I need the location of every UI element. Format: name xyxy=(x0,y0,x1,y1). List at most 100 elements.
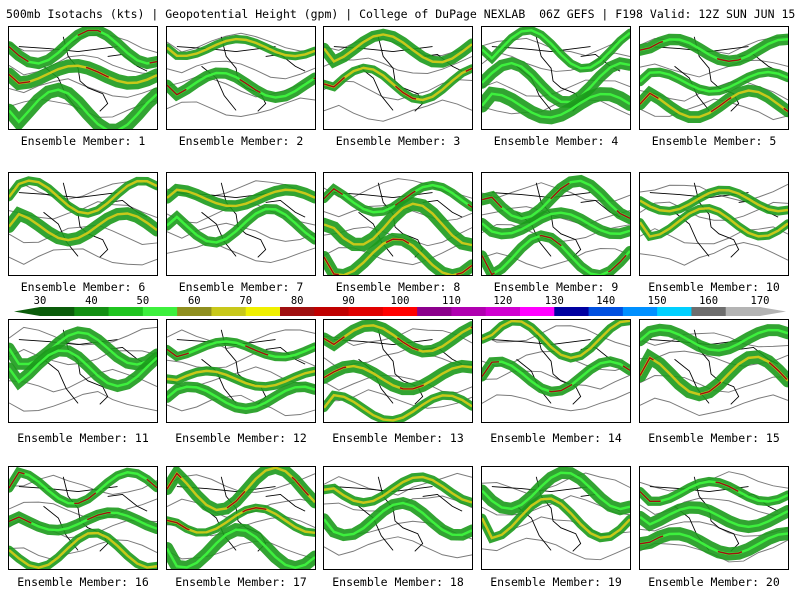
colorbar-tick-label: 110 xyxy=(441,295,461,307)
jet-maximum xyxy=(9,471,157,505)
jet-core xyxy=(167,340,315,359)
colorbar-swatch xyxy=(177,307,212,316)
jet-stream xyxy=(167,523,315,569)
ensemble-member-label: Ensemble Member: 6 xyxy=(20,280,146,294)
jet-stream xyxy=(167,381,315,415)
jet-core xyxy=(324,33,472,64)
jet-core xyxy=(640,70,788,93)
jet-maximum xyxy=(167,72,315,99)
jet-stream xyxy=(324,497,472,542)
colorbar-tick-label: 40 xyxy=(85,295,98,307)
colorbar-tick-label: 60 xyxy=(187,295,201,307)
height-contour xyxy=(167,394,315,417)
ensemble-member-map xyxy=(8,466,158,570)
ensemble-member-map xyxy=(8,319,158,423)
colorbar-scale xyxy=(14,307,786,316)
height-contour xyxy=(167,540,315,560)
jet-stream xyxy=(640,67,788,96)
jet-maximum xyxy=(640,89,788,118)
jet-core xyxy=(640,188,788,213)
jet-maximum xyxy=(324,324,472,353)
colorbar-swatch xyxy=(451,307,487,316)
ensemble-member-map xyxy=(639,466,789,570)
jet-core xyxy=(640,506,788,529)
jet-core xyxy=(9,531,157,569)
height-contour xyxy=(324,536,472,559)
ensemble-member-label: Ensemble Member: 19 xyxy=(490,575,622,589)
height-contour xyxy=(640,332,788,348)
jet-core xyxy=(9,212,157,242)
ensemble-member-label: Ensemble Member: 13 xyxy=(332,431,464,445)
height-contour xyxy=(9,78,157,98)
height-contour xyxy=(324,244,472,266)
height-contour xyxy=(482,391,630,412)
jet-core xyxy=(324,202,472,247)
colorbar-swatch xyxy=(108,307,144,316)
jet-core xyxy=(167,385,315,411)
height-contour xyxy=(482,537,630,561)
ensemble-member-label: Ensemble Member: 14 xyxy=(490,431,622,445)
ensemble-member-map xyxy=(8,172,158,276)
colorbar-tick-label: 130 xyxy=(544,295,564,307)
colorbar-tick-label: 150 xyxy=(647,295,667,307)
height-contour xyxy=(9,248,157,266)
height-contour xyxy=(9,539,157,561)
colorbar-swatch xyxy=(417,307,452,316)
height-contour xyxy=(9,390,157,412)
ensemble-member-map xyxy=(166,319,316,423)
jet-core xyxy=(324,501,472,537)
jet-core xyxy=(482,28,630,70)
height-contour xyxy=(167,241,315,264)
height-contour xyxy=(167,97,315,117)
ensemble-member-label: Ensemble Member: 5 xyxy=(651,134,777,148)
jet-stream xyxy=(640,476,788,507)
ensemble-member-label: Ensemble Member: 10 xyxy=(648,280,780,294)
height-contour xyxy=(482,472,630,494)
ensemble-member-label: Ensemble Member: 9 xyxy=(493,280,619,294)
coastline xyxy=(491,476,621,552)
jet-core xyxy=(167,528,315,569)
ensemble-member-map xyxy=(323,466,473,570)
ensemble-member-label: Ensemble Member: 1 xyxy=(20,134,146,148)
ensemble-member-label: Ensemble Member: 12 xyxy=(175,431,307,445)
jet-core xyxy=(167,369,315,388)
colorbar-swatch xyxy=(691,307,727,316)
colorbar-swatch xyxy=(40,307,75,316)
colorbar-tick-label: 160 xyxy=(699,295,719,307)
jet-core xyxy=(482,92,630,119)
colorbar-tick-label: 140 xyxy=(596,295,616,307)
ensemble-member-label: Ensemble Member: 7 xyxy=(178,280,304,294)
coastline xyxy=(649,329,779,405)
coastline xyxy=(333,476,463,552)
jet-core xyxy=(482,320,630,360)
colorbar-swatch xyxy=(211,307,247,316)
colorbar-swatch xyxy=(382,307,418,316)
jet-core xyxy=(167,37,315,58)
colorbar-tick-label: 120 xyxy=(493,295,513,307)
ensemble-member-label: Ensemble Member: 2 xyxy=(178,134,304,148)
colorbar-swatch xyxy=(280,307,315,316)
colorbar-tick-label: 50 xyxy=(136,295,150,307)
height-contour xyxy=(324,472,472,496)
colorbar-swatch xyxy=(588,307,624,316)
coastline xyxy=(649,182,779,258)
height-contour xyxy=(482,370,630,390)
jet-maximum xyxy=(9,29,157,65)
jet-core xyxy=(9,88,157,129)
height-contour xyxy=(640,59,788,78)
colorbar-swatch xyxy=(485,307,521,316)
ensemble-member-label: Ensemble Member: 17 xyxy=(175,575,307,589)
ensemble-member-map xyxy=(323,172,473,276)
colorbar-tick-label: 30 xyxy=(33,295,47,307)
height-contour xyxy=(640,394,788,417)
jet-maximum xyxy=(324,67,472,101)
ensemble-member-map xyxy=(639,319,789,423)
colorbar-tick-label: 70 xyxy=(239,295,253,307)
colorbar-swatch xyxy=(142,307,178,316)
ensemble-member-map xyxy=(323,319,473,423)
jet-core xyxy=(9,64,157,85)
ensemble-member-label: Ensemble Member: 11 xyxy=(17,431,149,445)
colorbar-swatch xyxy=(348,307,384,316)
colorbar-swatch xyxy=(657,307,692,316)
colorbar-tick-label: 80 xyxy=(290,295,304,307)
